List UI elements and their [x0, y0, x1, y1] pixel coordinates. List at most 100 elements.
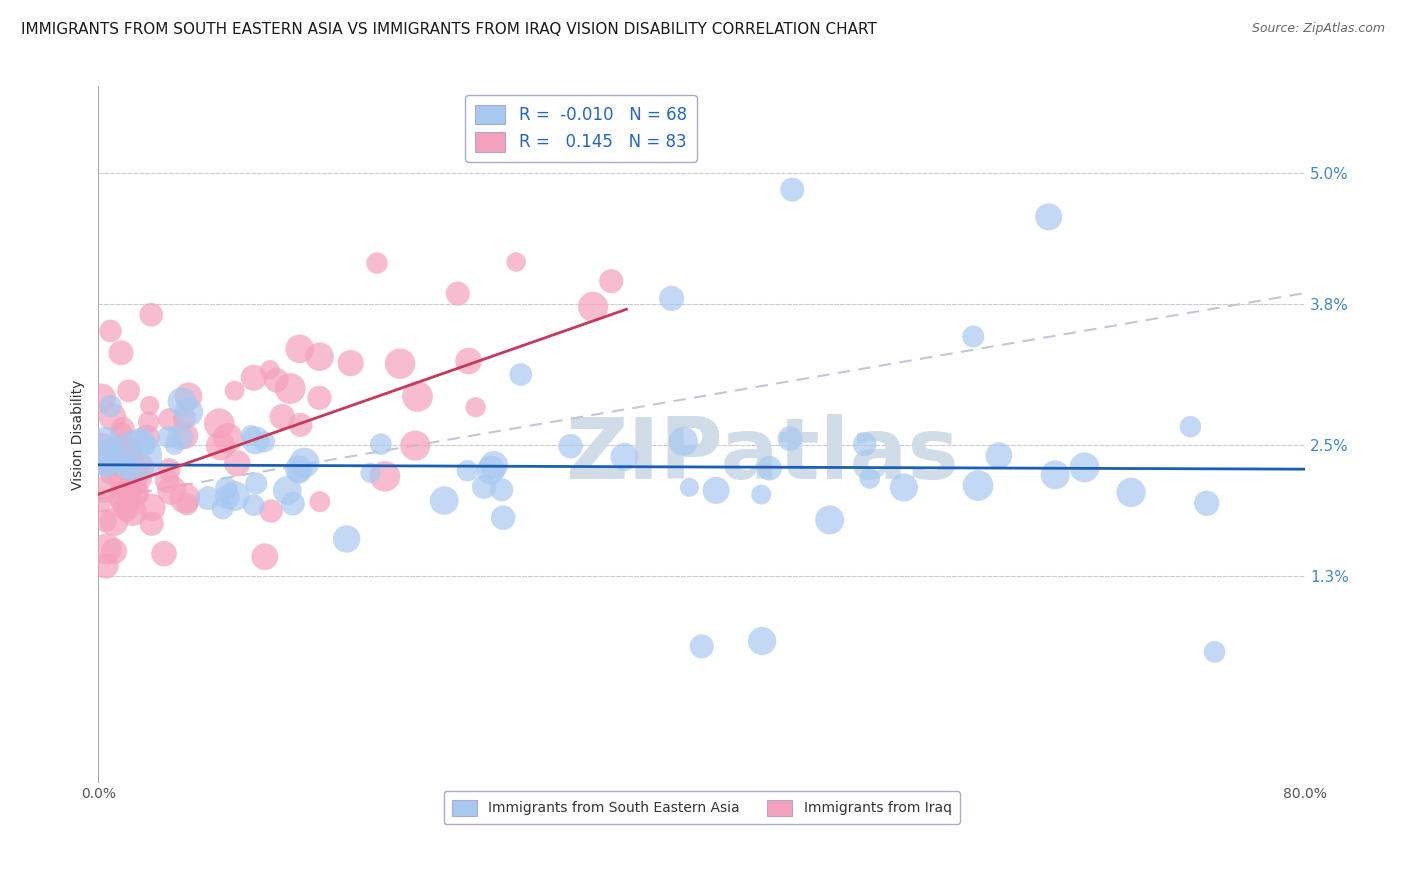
Point — [163, 438, 186, 452]
Point — [308, 391, 330, 405]
Point — [90, 438, 112, 452]
Point — [127, 470, 149, 484]
Point — [281, 497, 304, 511]
Point — [114, 493, 136, 508]
Point — [278, 382, 301, 396]
Point — [242, 370, 264, 384]
Point — [100, 399, 122, 413]
Point — [360, 466, 382, 480]
Point — [96, 541, 118, 556]
Point — [287, 462, 309, 476]
Point — [208, 417, 231, 431]
Point — [117, 459, 139, 474]
Point — [141, 516, 163, 531]
Point — [111, 442, 134, 456]
Y-axis label: Vision Disability: Vision Disability — [72, 379, 86, 490]
Point — [505, 255, 527, 269]
Point — [110, 453, 132, 467]
Point — [138, 415, 160, 429]
Point — [117, 443, 139, 458]
Point — [288, 342, 311, 356]
Point — [560, 439, 582, 453]
Point — [266, 373, 288, 387]
Point — [173, 411, 195, 425]
Point — [176, 497, 198, 511]
Point — [962, 329, 984, 343]
Point — [290, 417, 312, 432]
Point — [169, 430, 191, 444]
Point — [114, 462, 136, 476]
Point — [98, 467, 121, 482]
Point — [125, 474, 148, 488]
Point — [292, 456, 315, 470]
Point — [172, 394, 194, 409]
Point — [859, 471, 882, 485]
Point — [758, 461, 780, 475]
Point — [1038, 210, 1060, 224]
Point — [215, 481, 238, 495]
Point — [370, 437, 392, 451]
Point — [704, 483, 727, 498]
Point — [1195, 496, 1218, 510]
Point — [104, 447, 127, 461]
Point — [108, 444, 131, 458]
Point — [600, 274, 623, 288]
Point — [118, 483, 141, 498]
Point — [103, 544, 125, 558]
Point — [509, 368, 531, 382]
Point — [245, 476, 267, 491]
Point — [100, 324, 122, 338]
Point — [125, 449, 148, 463]
Point — [242, 498, 264, 512]
Point — [672, 434, 695, 449]
Point — [211, 501, 233, 516]
Point — [780, 183, 803, 197]
Point — [613, 450, 636, 464]
Point — [1045, 467, 1067, 482]
Point — [253, 549, 276, 564]
Point — [101, 440, 124, 454]
Point — [159, 412, 181, 426]
Point — [339, 356, 361, 370]
Point — [141, 500, 163, 515]
Point — [157, 430, 180, 444]
Point — [112, 489, 135, 503]
Point — [177, 389, 200, 403]
Point — [987, 449, 1010, 463]
Point — [276, 483, 298, 498]
Point — [253, 434, 276, 449]
Point — [103, 515, 125, 529]
Point — [173, 491, 195, 506]
Point — [94, 458, 117, 473]
Point — [464, 401, 486, 415]
Point — [98, 455, 121, 469]
Point — [94, 514, 117, 528]
Point — [226, 456, 249, 470]
Point — [121, 485, 143, 500]
Point — [93, 451, 115, 466]
Text: Source: ZipAtlas.com: Source: ZipAtlas.com — [1251, 22, 1385, 36]
Point — [93, 483, 115, 497]
Point — [260, 504, 283, 518]
Point — [433, 493, 456, 508]
Point — [94, 458, 117, 473]
Point — [491, 483, 513, 497]
Point — [104, 456, 127, 470]
Point — [967, 478, 990, 492]
Point — [90, 391, 112, 405]
Point — [406, 389, 429, 403]
Point — [135, 439, 157, 453]
Text: ZIPatlas: ZIPatlas — [565, 414, 959, 497]
Point — [141, 308, 163, 322]
Point — [366, 256, 388, 270]
Point — [111, 469, 134, 483]
Point — [893, 481, 915, 495]
Point — [404, 439, 426, 453]
Point — [177, 405, 200, 419]
Point — [115, 503, 138, 517]
Point — [259, 363, 281, 377]
Point — [224, 489, 246, 503]
Point — [224, 384, 246, 398]
Point — [751, 634, 773, 648]
Point — [110, 425, 132, 440]
